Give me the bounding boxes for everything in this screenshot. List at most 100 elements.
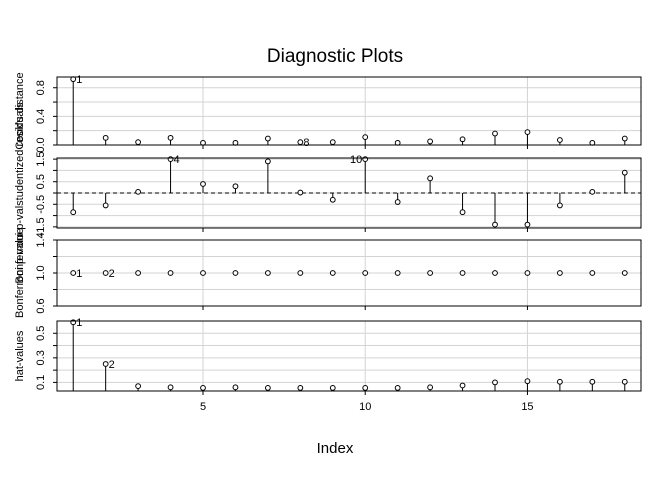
panel-frame — [56, 239, 642, 307]
point-2 — [102, 202, 109, 209]
point-label-4: 4 — [174, 154, 180, 166]
point-15 — [524, 129, 531, 136]
point-13 — [459, 382, 466, 389]
point-6 — [232, 384, 239, 391]
point-16 — [556, 202, 563, 209]
y-axis-label-studentized-residuals: Bonferroni p-valstudentized residuals — [14, 102, 26, 283]
y-tick-label: 1.4 — [35, 232, 47, 247]
point-label-1: 1 — [76, 74, 82, 86]
point-16 — [556, 137, 563, 143]
point-label-8: 8 — [303, 137, 309, 149]
point-7 — [264, 158, 271, 165]
point-5 — [200, 385, 206, 391]
point-label-10: 10 — [350, 154, 362, 166]
y-axis-label-bonferroni-p-value: Bonferroni p-value — [14, 228, 26, 318]
studentized-residuals-panel: Bonferroni p-valstudentized residuals 4 1… — [14, 102, 642, 284]
point-4 — [167, 384, 174, 391]
point-11 — [394, 385, 401, 391]
panel-frame — [56, 76, 642, 146]
point-15 — [524, 270, 531, 276]
point-3 — [135, 270, 142, 276]
point-label-2: 2 — [109, 268, 115, 280]
point-8 — [297, 270, 304, 276]
point-5 — [200, 270, 206, 276]
point-10 — [362, 270, 369, 276]
point-3 — [135, 139, 142, 146]
point-4 — [167, 270, 174, 276]
point-12 — [427, 138, 434, 145]
point-2 — [102, 361, 109, 367]
point-4 — [167, 156, 174, 163]
y-tick-label: -0.5 — [35, 195, 47, 214]
y-tick-label: 0.8 — [35, 80, 47, 95]
point-label-1: 1 — [76, 268, 82, 280]
point-17 — [589, 378, 596, 385]
point-9 — [329, 139, 336, 146]
point-14 — [492, 270, 498, 276]
point-8 — [297, 385, 304, 391]
point-15 — [524, 221, 531, 228]
point-14 — [492, 379, 498, 386]
point-2 — [102, 270, 109, 276]
point-6 — [232, 270, 239, 276]
panel-frame — [56, 157, 642, 229]
point-12 — [427, 175, 434, 182]
point-12 — [427, 270, 434, 276]
point-9 — [329, 196, 336, 203]
panel-frame — [56, 320, 642, 392]
x-tick-label: 5 — [200, 401, 206, 413]
point-18 — [621, 378, 628, 385]
y-tick-label: 0.6 — [35, 298, 47, 313]
chart-title: Diagnostic Plots — [267, 46, 403, 67]
point-12 — [427, 384, 434, 391]
point-16 — [556, 378, 563, 385]
y-tick-label: 0.4 — [35, 109, 47, 124]
point-8 — [297, 189, 304, 196]
y-tick-label: 1.5 — [35, 151, 47, 166]
point-9 — [329, 385, 336, 391]
point-7 — [264, 270, 271, 276]
point-18 — [621, 169, 628, 176]
point-18 — [621, 270, 628, 276]
point-label-1: 1 — [76, 317, 82, 329]
point-2 — [102, 134, 109, 141]
point-5 — [200, 181, 206, 187]
bonferroni-p-value-panel: Bonferroni p-value 1 2 0.6 1.0 1.4 — [14, 228, 642, 318]
point-11 — [394, 199, 401, 205]
point-7 — [264, 385, 271, 391]
point-16 — [556, 270, 563, 276]
y-axis-label-cooks-distance: Cook's distance — [14, 72, 26, 149]
y-tick-label: 0.0 — [35, 137, 47, 152]
point-10 — [362, 156, 369, 163]
point-17 — [589, 188, 596, 195]
point-4 — [167, 134, 174, 141]
point-6 — [232, 183, 239, 190]
x-tick-label: 10 — [359, 401, 371, 413]
hat-values-panel: hat-values 1 2 0.1 0.3 0.5 5 10 15 — [14, 317, 642, 413]
point-9 — [329, 270, 336, 276]
point-3 — [135, 383, 142, 389]
point-13 — [459, 136, 466, 143]
point-1 — [70, 209, 77, 216]
x-tick-label: 15 — [521, 401, 533, 413]
y-tick-label: 0.3 — [35, 350, 47, 365]
point-14 — [492, 130, 498, 137]
y-tick-label: 0.1 — [35, 375, 47, 390]
y-tick-label: -1.5 — [35, 217, 47, 236]
cooks-distance-panel: Cook's distance 1 8 0.0 0.4 0.8 — [14, 72, 642, 153]
x-axis-label: Index — [317, 440, 354, 457]
point-8 — [297, 139, 304, 146]
y-tick-label: 0.5 — [35, 174, 47, 189]
point-15 — [524, 378, 531, 385]
y-tick-label: 1.0 — [35, 265, 47, 280]
point-13 — [459, 270, 466, 276]
point-label-2: 2 — [109, 359, 115, 371]
point-10 — [362, 385, 369, 391]
point-7 — [264, 135, 271, 142]
point-18 — [621, 135, 628, 142]
y-axis-label-hat-values: hat-values — [14, 330, 26, 381]
point-17 — [589, 270, 596, 276]
point-1 — [70, 270, 77, 276]
point-13 — [459, 209, 466, 216]
